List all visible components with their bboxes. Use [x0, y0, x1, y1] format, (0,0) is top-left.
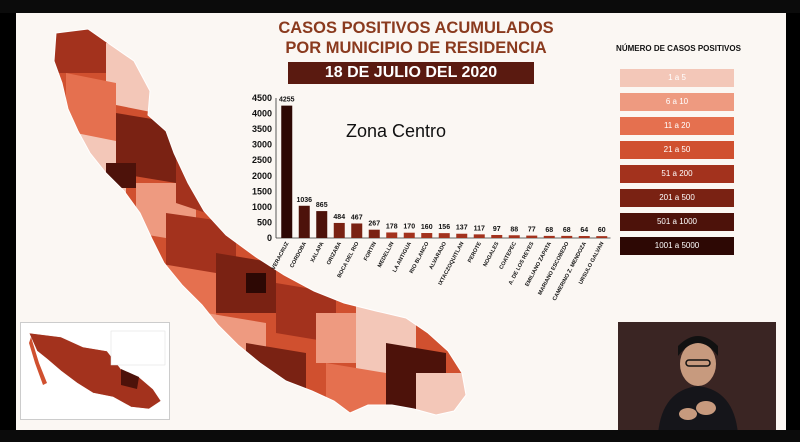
data-label: 88 [510, 226, 518, 233]
bar [561, 235, 573, 238]
bar [526, 235, 538, 238]
bar [438, 233, 450, 238]
data-label: 68 [545, 227, 553, 234]
y-tick-label: 0 [267, 233, 272, 243]
data-label: 64 [580, 227, 588, 234]
y-tick-label: 1500 [252, 186, 272, 196]
y-tick-label: 2500 [252, 155, 272, 165]
data-label: 1036 [296, 197, 312, 204]
data-label: 137 [456, 225, 468, 232]
bar [298, 205, 310, 238]
y-tick-label: 500 [257, 217, 272, 227]
x-tick-label: NOGALES [482, 241, 500, 268]
data-label: 4255 [279, 97, 295, 104]
bar [578, 236, 590, 238]
legend-item: 51 a 200 [620, 165, 734, 183]
x-tick-label: MEDELLIN [377, 241, 396, 269]
data-label: 178 [386, 223, 398, 230]
bar [281, 105, 293, 238]
data-label: 60 [598, 227, 606, 234]
data-label: 117 [474, 225, 485, 232]
mexico-inset-map [20, 322, 170, 420]
veracruz-map [53, 28, 467, 416]
date-banner: 18 DE JULIO DEL 2020 [288, 62, 534, 84]
legend-item: 1 a 5 [620, 69, 734, 87]
page-title: CASOS POSITIVOS ACUMULADOS POR MUNICIPIO… [236, 18, 596, 58]
x-tick-label: PEROTE [467, 241, 483, 264]
y-tick-label: 4000 [252, 109, 272, 119]
bar [403, 232, 415, 238]
slide: CASOS POSITIVOS ACUMULADOS POR MUNICIPIO… [16, 13, 786, 430]
data-label: 77 [528, 227, 536, 234]
x-tick-label: COATEPEC [499, 241, 518, 270]
title-line-1: CASOS POSITIVOS ACUMULADOS [278, 19, 554, 37]
data-label: 156 [438, 224, 450, 231]
title-line-2: POR MUNICIPIO DE RESIDENCIA [285, 39, 547, 57]
top-bar [0, 0, 800, 13]
x-tick-label: ALVARADO [428, 240, 448, 270]
y-tick-label: 1000 [252, 202, 272, 212]
bar [386, 232, 398, 238]
bar-chart: 0 500 1000 1500 2000 2500 3000 3500 4000 4500 4255… [252, 93, 611, 302]
data-label: 68 [563, 227, 571, 234]
bar [543, 235, 555, 238]
legend-item: 501 a 1000 [620, 213, 734, 231]
x-tick-label: RIO BLANCO [409, 240, 431, 274]
zone-label: Zona Centro [346, 121, 447, 141]
data-label: 97 [493, 226, 501, 233]
legend-item: 201 a 500 [620, 189, 734, 207]
bar [421, 233, 433, 238]
bar [491, 234, 503, 238]
sign-language-interpreter [618, 322, 776, 434]
x-tick-label: ORIZABA [326, 241, 343, 266]
data-label: 865 [316, 202, 328, 209]
legend-item: 1001 a 5000 [620, 237, 734, 255]
bar [316, 211, 328, 238]
y-tick-label: 3000 [252, 140, 272, 150]
bar [473, 234, 485, 238]
x-tick-label: XALAPA [310, 241, 326, 263]
legend-item: 6 a 10 [620, 93, 734, 111]
bottom-bar [0, 430, 800, 442]
interpreter-figure [618, 322, 776, 434]
y-tick-label: 4500 [252, 93, 272, 103]
legend-item: 11 a 20 [620, 117, 734, 135]
bar [351, 223, 363, 238]
legend-item: 21 a 50 [620, 141, 734, 159]
bar [368, 229, 380, 238]
y-tick-label: 3500 [252, 124, 272, 134]
data-label: 160 [421, 224, 433, 231]
legend-title: NÚMERO DE CASOS POSITIVOS [616, 44, 741, 53]
x-tick-label: MARIANO ESCOBEDO [537, 240, 570, 296]
y-tick-label: 2000 [252, 171, 272, 181]
x-tick-label: FORTIN [363, 241, 378, 262]
data-label: 267 [368, 221, 380, 228]
x-tick-label: CORDOBA [289, 241, 308, 269]
bar [333, 222, 345, 238]
data-label: 170 [403, 224, 415, 231]
x-tick-label: VERACRUZ [271, 241, 291, 271]
bar [508, 235, 520, 238]
mexico-map [28, 330, 166, 410]
data-label: 467 [351, 214, 363, 221]
data-label: 484 [333, 214, 345, 221]
x-tick-label: CAMERINO Z. MENDOZA [552, 241, 588, 302]
bar [596, 236, 608, 238]
bar [456, 233, 468, 238]
